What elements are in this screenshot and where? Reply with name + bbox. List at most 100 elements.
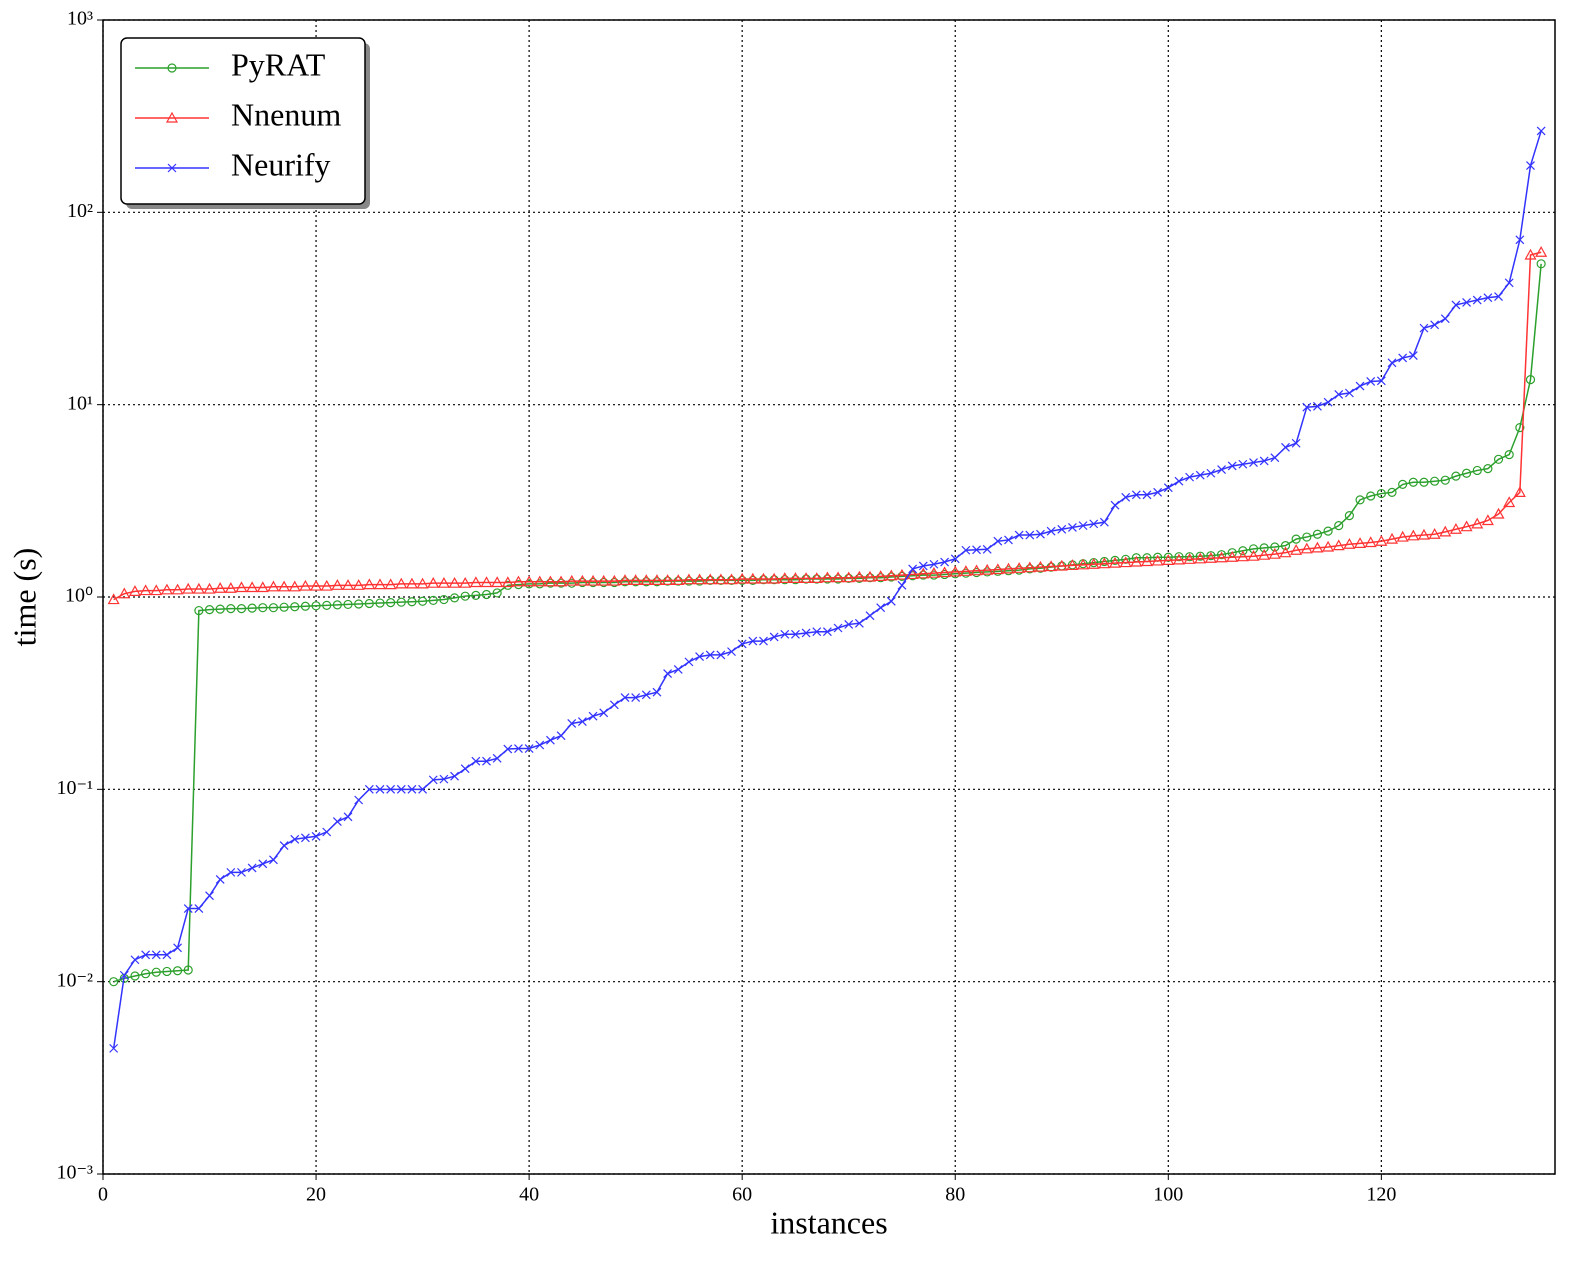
marker <box>224 582 237 593</box>
marker <box>759 636 768 646</box>
marker <box>279 841 289 851</box>
marker <box>810 572 823 583</box>
marker <box>1461 468 1472 478</box>
marker <box>1013 562 1026 573</box>
marker <box>1087 558 1100 569</box>
marker <box>1174 552 1184 562</box>
plot-frame <box>102 19 1556 1175</box>
marker <box>608 574 621 586</box>
marker <box>471 756 481 766</box>
marker <box>1014 530 1024 540</box>
marker <box>183 904 193 913</box>
marker <box>1270 453 1280 463</box>
marker <box>959 565 972 576</box>
marker <box>1119 556 1132 568</box>
marker <box>1385 532 1399 544</box>
marker <box>938 566 951 578</box>
marker <box>279 602 289 612</box>
marker <box>278 580 291 592</box>
marker <box>833 623 843 633</box>
marker <box>1430 320 1440 330</box>
marker <box>1195 551 1205 561</box>
marker <box>364 784 374 794</box>
marker <box>171 583 184 595</box>
marker <box>1099 517 1109 527</box>
marker <box>1407 529 1420 541</box>
marker <box>599 708 609 718</box>
marker <box>652 687 662 697</box>
marker <box>341 579 355 590</box>
marker <box>1376 376 1386 386</box>
marker <box>991 563 1004 575</box>
marker <box>587 574 600 586</box>
marker <box>1172 553 1185 565</box>
marker <box>1238 546 1248 556</box>
marker <box>1163 552 1173 562</box>
marker <box>1343 538 1356 549</box>
marker <box>256 581 269 593</box>
legend: PyRAT Nnenum Neurify <box>120 37 370 209</box>
marker <box>448 576 461 588</box>
marker <box>354 795 364 805</box>
marker <box>853 570 866 582</box>
marker <box>801 628 811 638</box>
marker <box>492 753 502 763</box>
marker <box>150 584 163 596</box>
marker <box>1067 523 1077 532</box>
marker <box>427 576 440 588</box>
marker <box>1398 353 1408 363</box>
marker <box>407 784 417 794</box>
marker <box>1226 550 1239 562</box>
marker <box>363 578 376 590</box>
marker <box>373 578 386 590</box>
marker <box>737 639 747 649</box>
marker <box>832 571 845 583</box>
marker <box>1366 491 1376 501</box>
marker <box>1375 534 1388 546</box>
marker <box>1249 458 1258 467</box>
marker <box>459 576 472 588</box>
marker <box>1323 526 1333 536</box>
marker <box>982 544 992 554</box>
marker <box>1492 507 1505 519</box>
marker <box>821 571 834 583</box>
marker <box>576 574 589 586</box>
marker <box>1364 536 1377 548</box>
marker <box>1334 390 1344 399</box>
marker <box>236 604 247 614</box>
marker <box>1396 530 1409 542</box>
marker <box>205 891 214 901</box>
marker <box>597 574 610 586</box>
marker <box>1185 552 1195 562</box>
marker <box>407 597 417 607</box>
marker <box>886 596 896 606</box>
marker <box>1163 483 1173 493</box>
x-tick-label: 40 <box>519 1184 539 1206</box>
marker <box>1078 521 1088 531</box>
marker <box>469 576 482 588</box>
marker <box>1162 554 1175 565</box>
x-axis-label: instances <box>770 1204 887 1240</box>
marker <box>757 572 770 584</box>
marker <box>428 595 438 606</box>
marker <box>460 764 470 774</box>
marker <box>897 580 907 590</box>
marker <box>437 576 450 588</box>
marker <box>267 580 280 592</box>
marker <box>203 582 216 594</box>
marker <box>1366 377 1376 386</box>
marker <box>1419 477 1429 487</box>
marker <box>322 600 332 610</box>
marker <box>1153 487 1163 497</box>
marker <box>1130 555 1143 567</box>
marker <box>1238 459 1248 469</box>
marker <box>1322 540 1335 552</box>
marker <box>1195 470 1205 480</box>
marker <box>778 572 791 583</box>
marker <box>950 554 960 564</box>
marker <box>160 583 173 595</box>
marker <box>491 576 504 588</box>
marker <box>641 690 651 700</box>
marker <box>172 966 183 976</box>
marker <box>972 545 981 555</box>
